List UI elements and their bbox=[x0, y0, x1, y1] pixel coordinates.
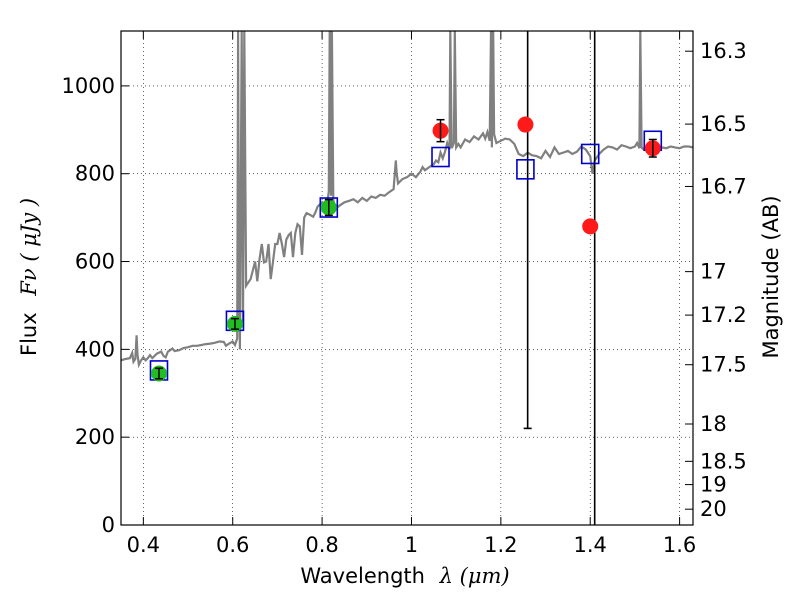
y-axis-ticks: 0 200 400 600 800 1000 bbox=[62, 74, 129, 537]
mag-tick-label: 16.5 bbox=[700, 112, 747, 136]
y-tick-label: 600 bbox=[75, 250, 115, 274]
mag-tick-label: 19 bbox=[700, 473, 727, 497]
model-spectrum-line bbox=[121, 31, 693, 369]
y-tick-label: 1000 bbox=[62, 74, 115, 98]
y-tick-label: 0 bbox=[102, 513, 115, 537]
x-tick-label: 1 bbox=[405, 533, 418, 557]
x-tick-label: 1.6 bbox=[663, 533, 696, 557]
mag-tick-label: 18.5 bbox=[700, 449, 747, 473]
series-1 bbox=[150, 198, 337, 382]
circle-marker bbox=[517, 116, 534, 133]
x-tick-label: 0.6 bbox=[216, 533, 249, 557]
series-0 bbox=[149, 130, 663, 381]
square-marker bbox=[431, 146, 450, 168]
vertical-error-bars bbox=[523, 31, 596, 525]
mag-tick-label: 16.7 bbox=[700, 174, 747, 198]
square-marker bbox=[319, 197, 339, 218]
y-tick-label: 800 bbox=[75, 162, 115, 186]
mag-tick-label: 17 bbox=[700, 260, 727, 284]
model-spectrum bbox=[121, 31, 693, 369]
y-axis-label: Flux Fν ( μJy ) bbox=[17, 198, 41, 356]
x-axis-ticks: 0.4 0.6 0.8 1 1.2 1.4 1.6 bbox=[127, 31, 696, 557]
x-axis-label: Wavelength λ (μm) bbox=[300, 564, 509, 588]
mag-tick-label: 17.2 bbox=[700, 303, 747, 327]
y-tick-label: 400 bbox=[75, 337, 115, 361]
mag-tick-label: 16.3 bbox=[700, 39, 747, 63]
square-marker bbox=[516, 159, 535, 180]
photometry-points bbox=[149, 116, 663, 382]
x-tick-label: 0.4 bbox=[127, 533, 160, 557]
x-tick-label: 0.8 bbox=[305, 533, 338, 557]
mag-tick-label: 18 bbox=[700, 412, 727, 436]
plot-frame bbox=[120, 30, 694, 526]
x-tick-label: 1.2 bbox=[484, 533, 517, 557]
magnitude-axis-label: Magnitude (AB) bbox=[759, 195, 783, 358]
square-marker bbox=[580, 143, 600, 165]
y-tick-label: 200 bbox=[75, 425, 115, 449]
series-2 bbox=[432, 116, 661, 235]
mag-tick-label: 17.5 bbox=[700, 353, 747, 377]
mag-tick-label: 20 bbox=[700, 497, 727, 521]
circle-marker bbox=[582, 218, 599, 235]
x-tick-label: 1.4 bbox=[574, 533, 607, 557]
grid bbox=[121, 31, 693, 526]
